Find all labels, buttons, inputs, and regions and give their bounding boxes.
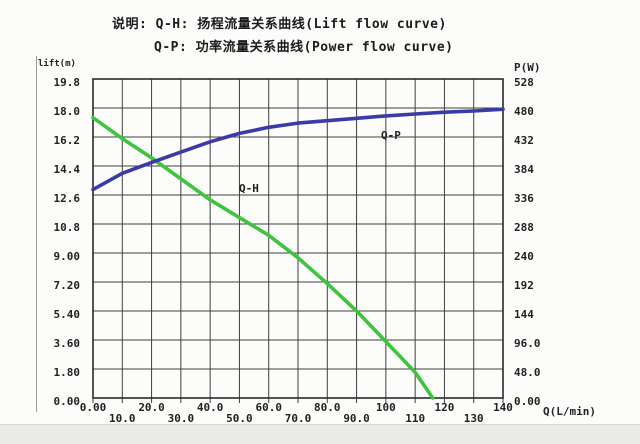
- x-tick-label: 80.0: [314, 401, 341, 414]
- y-right-tick-label: 144: [514, 308, 534, 321]
- y-right-tick-label: 0.00: [514, 395, 541, 408]
- y-right-tick-label: 336: [514, 192, 534, 205]
- x-tick-label: 40.0: [196, 401, 224, 414]
- x-tick-label: 60.0: [255, 401, 282, 414]
- x-tick-label: 30.0: [167, 412, 195, 425]
- scan-bottom-edge: [0, 424, 640, 444]
- x-tick-label: 100: [375, 401, 396, 414]
- y-right-tick-label: 240: [514, 250, 534, 263]
- y-left-tick-label: 18.0: [53, 105, 81, 118]
- x-tick-label: 50.0: [226, 412, 253, 425]
- x-axis-title: Q(L/min): [543, 405, 596, 418]
- y-right-tick-label: 48.0: [514, 366, 541, 379]
- y-right-tick-label: 288: [514, 221, 534, 234]
- y-left-tick-label: 16.2: [53, 134, 81, 147]
- scan-artifact-line: [36, 56, 37, 412]
- y-right-tick-label: 480: [514, 105, 534, 118]
- chart-legend: 说明: Q-H: 扬程流量关系曲线(Lift flow curve) Q-P: …: [112, 13, 454, 59]
- y-right-tick-label: 192: [514, 279, 534, 292]
- x-tick-label: 20.0: [138, 401, 165, 414]
- curve-label-qh: Q-H: [239, 182, 259, 195]
- y-right-tick-label: 528: [514, 76, 534, 89]
- y-right-tick-label: 384: [514, 163, 534, 176]
- y-left-tick-label: 0.00: [53, 395, 81, 408]
- x-tick-label: 130: [463, 412, 484, 425]
- x-tick-label: 70.0: [284, 412, 312, 425]
- legend-line-qh: 说明: Q-H: 扬程流量关系曲线(Lift flow curve): [112, 17, 447, 32]
- x-tick-label: 110: [405, 412, 426, 425]
- curve-label-qp: Q-P: [381, 129, 401, 142]
- legend-line-qp: Q-P: 功率流量关系曲线(Power flow curve): [154, 40, 454, 55]
- curve-q-h: [91, 115, 435, 400]
- y-left-tick-label: 12.6: [53, 192, 81, 205]
- y-left-tick-label: 10.8: [53, 221, 81, 234]
- x-tick-label: 140: [493, 401, 513, 414]
- y-right-tick-label: 432: [514, 134, 534, 147]
- y-right-axis-title: P(W): [514, 61, 541, 74]
- y-left-tick-label: 14.4: [53, 163, 81, 176]
- y-left-tick-label: 9.00: [53, 250, 81, 263]
- y-right-tick-label: 96.0: [514, 337, 541, 350]
- x-tick-label: 10.0: [109, 412, 136, 425]
- y-left-tick-label: 1.80: [53, 366, 81, 379]
- y-left-tick-label: 3.60: [53, 337, 81, 350]
- x-tick-label: 90.0: [343, 412, 370, 425]
- x-tick-label: 120: [434, 401, 455, 414]
- y-left-tick-label: 5.40: [53, 308, 81, 321]
- y-left-tick-label: 19.8: [53, 76, 81, 89]
- x-tick-label: 0.00: [79, 401, 107, 414]
- y-left-tick-label: 7.20: [53, 279, 81, 292]
- y-left-axis-title: lift(m): [38, 59, 76, 69]
- curve-q-p: [91, 107, 505, 192]
